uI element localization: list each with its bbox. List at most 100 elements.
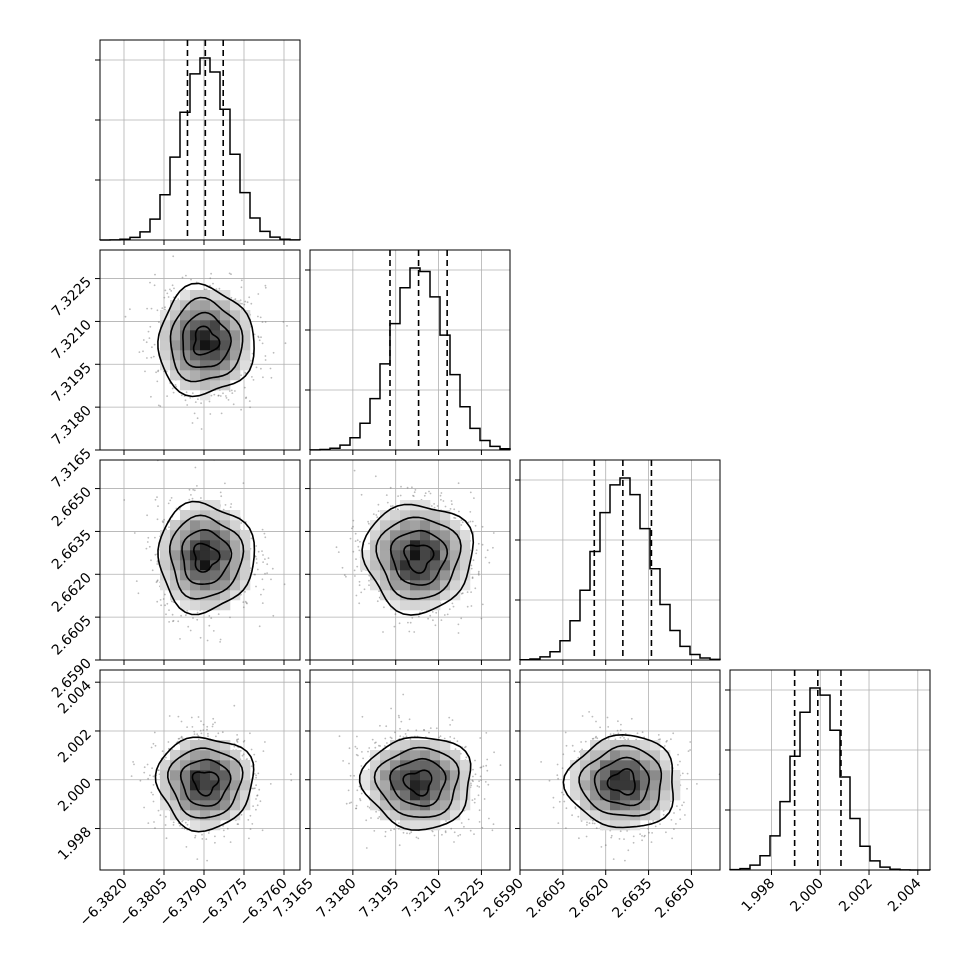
scatter-point (177, 298, 180, 300)
scatter-point (473, 801, 476, 804)
scatter-point (171, 284, 174, 287)
density-cell (380, 530, 391, 541)
scatter-point (355, 558, 357, 560)
scatter-point (255, 558, 258, 560)
scatter-point (679, 808, 681, 811)
density-cell (170, 370, 181, 381)
density-cell (390, 740, 401, 751)
scatter-point (147, 822, 150, 824)
scatter-point (240, 813, 243, 816)
density-cell (430, 760, 441, 771)
scatter-point (439, 735, 442, 737)
scatter-point (390, 829, 392, 832)
scatter-point (264, 355, 267, 357)
density-cell (360, 550, 371, 561)
scatter-point (636, 732, 639, 735)
scatter-point (191, 726, 194, 728)
scatter-point (471, 799, 474, 801)
scatter-point (472, 780, 474, 783)
scatter-point (480, 766, 483, 769)
scatter-point (262, 750, 265, 752)
scatter-point (250, 765, 253, 768)
scatter-point (459, 752, 462, 755)
density-cell (190, 350, 201, 361)
scatter-point (229, 506, 232, 508)
scatter-point (415, 729, 418, 732)
density-cell (370, 540, 381, 551)
density-cell (220, 740, 231, 751)
scatter-point (237, 823, 240, 825)
scatter-point (156, 560, 159, 563)
density-cell (190, 310, 201, 321)
scatter-point (123, 499, 126, 501)
scatter-point (156, 600, 159, 603)
scatter-point (188, 488, 191, 491)
density-cell (190, 380, 201, 391)
contour-line (389, 529, 449, 586)
scatter-point (627, 849, 630, 852)
density-cell (210, 770, 221, 781)
density-cell (160, 340, 171, 351)
density-cell (170, 340, 181, 351)
scatter-point (361, 715, 364, 718)
scatter-point (168, 621, 171, 623)
scatter-point (355, 807, 358, 810)
density-cell (170, 520, 181, 531)
density-cell (380, 760, 391, 771)
density-cell (420, 550, 431, 561)
density-cell (230, 310, 241, 321)
density-cell (450, 800, 461, 811)
scatter-point (179, 638, 181, 640)
scatter-point (264, 536, 267, 539)
scatter-point (264, 572, 266, 575)
scatter-point (335, 546, 338, 549)
scatter-point (456, 740, 459, 743)
density-cell (570, 780, 581, 791)
density-cell (160, 310, 171, 321)
scatter-point (252, 379, 255, 381)
x-tick-label: 2.6590 (481, 876, 527, 922)
y-tick-label: 7.3225 (49, 274, 95, 320)
scatter-point (262, 588, 265, 591)
scatter-point (431, 830, 434, 833)
x-tick-label: 7.3225 (442, 876, 488, 922)
density-cell (220, 580, 231, 591)
scatter-point (367, 520, 369, 523)
scatter-point (565, 807, 568, 810)
scatter-point (558, 800, 561, 803)
density-cell (440, 560, 451, 571)
density-cell (170, 530, 181, 541)
density-cell (220, 360, 231, 371)
scatter-panel-frame (99, 459, 301, 661)
density-cell (420, 810, 431, 821)
x-tick-label: 2.6635 (609, 876, 655, 922)
density-cell (200, 810, 211, 821)
scatter-point (196, 611, 199, 614)
density-cell (180, 350, 191, 361)
scatter-point (657, 734, 660, 736)
scatter-point (561, 791, 563, 794)
density-cell (440, 780, 451, 791)
scatter-point (211, 725, 214, 728)
scatter-point (255, 562, 258, 564)
density-cell (380, 790, 391, 801)
scatter-point (477, 794, 480, 797)
scatter-point (574, 807, 577, 810)
scatter-point (683, 801, 685, 804)
density-cell (200, 530, 211, 541)
scatter-panel-frame (99, 249, 301, 451)
scatter-point (435, 727, 438, 730)
scatter-point (219, 641, 222, 643)
density-cell (660, 790, 671, 801)
scatter-point (167, 502, 170, 505)
scatter-point (200, 402, 203, 405)
scatter-point (648, 831, 650, 834)
density-cell (420, 750, 431, 761)
density-cell (390, 800, 401, 811)
x-tick-label: 1.998 (739, 876, 779, 916)
scatter-point (155, 371, 158, 374)
scatter-point (224, 504, 227, 506)
scatter-point (390, 737, 393, 740)
scatter-point (240, 374, 243, 377)
density-cell (210, 380, 221, 391)
